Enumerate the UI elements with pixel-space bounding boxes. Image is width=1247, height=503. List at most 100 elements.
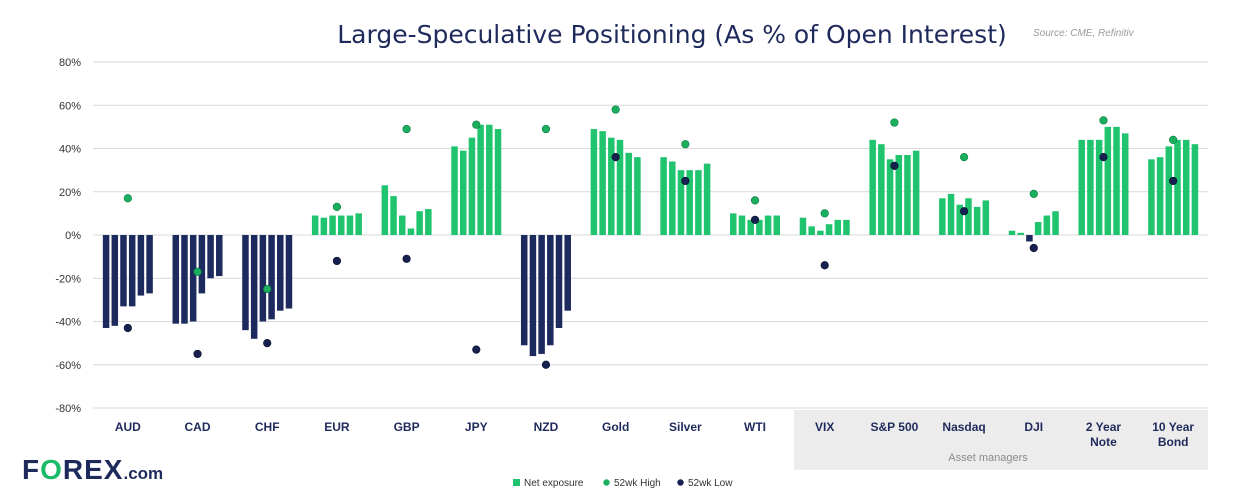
marker-52wk-low bbox=[1099, 153, 1108, 162]
bar-vix-4 bbox=[825, 224, 833, 235]
bar-chf-2 bbox=[250, 235, 258, 339]
marker-52wk-low bbox=[402, 254, 411, 263]
x-category-label: Gold bbox=[602, 420, 629, 434]
marker-52wk-low bbox=[541, 360, 551, 369]
bar-2-year-note-1 bbox=[1078, 139, 1085, 235]
y-tick-label: 60% bbox=[59, 100, 81, 112]
bar-10-year-bond-2 bbox=[1156, 157, 1164, 235]
bar-eur-6 bbox=[355, 213, 362, 236]
bar-gold-3 bbox=[608, 137, 615, 235]
bar-vix-3 bbox=[817, 230, 824, 235]
x-category-label: WTI bbox=[744, 420, 766, 434]
marker-52wk-high bbox=[1169, 135, 1178, 144]
bar-gbp-2 bbox=[390, 196, 397, 235]
bar-nzd-6 bbox=[564, 235, 571, 311]
legend-label: Net exposure bbox=[524, 478, 584, 489]
bar-gbp-6 bbox=[425, 209, 432, 235]
bar-wti-6 bbox=[773, 215, 781, 235]
x-category-label: 10 Year bbox=[1152, 420, 1194, 434]
bar-nzd-1 bbox=[520, 235, 528, 346]
x-category-label: CHF bbox=[255, 420, 280, 434]
bar-gbp-3 bbox=[398, 215, 406, 235]
bar-10-year-bond-5 bbox=[1182, 139, 1190, 235]
bar-10-year-bond-6 bbox=[1191, 144, 1199, 235]
chart-source: Source: CME, Refinitiv bbox=[1033, 28, 1135, 39]
bar-eur-1 bbox=[311, 215, 319, 235]
bar-aud-2 bbox=[111, 235, 119, 326]
bar-nasdaq-2 bbox=[947, 193, 955, 235]
marker-52wk-high bbox=[750, 196, 760, 205]
bar-nzd-3 bbox=[538, 235, 545, 354]
marker-52wk-low bbox=[332, 256, 342, 266]
bar-eur-2 bbox=[320, 217, 328, 235]
marker-52wk-high bbox=[959, 153, 969, 162]
asset-managers-background bbox=[794, 410, 1208, 470]
bar-gold-4 bbox=[616, 139, 624, 235]
bar-chf-1 bbox=[242, 235, 249, 331]
x-category-label: 2 Year bbox=[1086, 420, 1121, 434]
bar-vix-1 bbox=[799, 217, 807, 235]
bar-jpy-2 bbox=[459, 150, 467, 235]
x-category-label: DJI bbox=[1024, 420, 1043, 434]
y-tick-label: 40% bbox=[59, 144, 81, 156]
legend-label: 52wk Low bbox=[688, 478, 733, 489]
bar-dji-1 bbox=[1008, 230, 1016, 235]
bar-silver-5 bbox=[695, 170, 702, 236]
bar-aud-4 bbox=[128, 235, 136, 307]
bar-nasdaq-5 bbox=[973, 206, 981, 235]
bar-chf-5 bbox=[277, 235, 284, 311]
bar-jpy-5 bbox=[486, 124, 493, 235]
bar-wti-3 bbox=[747, 219, 754, 235]
bar-eur-5 bbox=[346, 215, 354, 235]
bar-gbp-5 bbox=[416, 211, 423, 235]
bar-cad-3 bbox=[189, 235, 197, 322]
markers bbox=[123, 105, 1178, 369]
bar-s-p-500-2 bbox=[878, 144, 885, 235]
bar-wti-5 bbox=[764, 215, 772, 235]
x-category-label: GBP bbox=[394, 420, 420, 434]
marker-52wk-high bbox=[1029, 189, 1038, 199]
x-category-label: CAD bbox=[185, 420, 211, 434]
x-category-label: EUR bbox=[324, 420, 350, 434]
marker-52wk-low bbox=[890, 161, 899, 170]
bar-aud-3 bbox=[120, 235, 127, 307]
bar-10-year-bond-4 bbox=[1174, 139, 1181, 235]
bar-jpy-4 bbox=[477, 124, 484, 235]
bar-wti-2 bbox=[738, 215, 746, 235]
x-category-label: Note bbox=[1090, 435, 1117, 449]
bar-nasdaq-1 bbox=[939, 198, 946, 235]
bar-vix-2 bbox=[808, 226, 815, 235]
bar-chf-4 bbox=[268, 235, 275, 320]
marker-52wk-high bbox=[890, 118, 899, 127]
marker-52wk-low bbox=[1029, 243, 1038, 253]
x-category-label: JPY bbox=[465, 420, 488, 434]
bar-nasdaq-4 bbox=[965, 198, 972, 235]
bar-cad-5 bbox=[207, 235, 214, 279]
bar-s-p-500-1 bbox=[869, 139, 876, 235]
bar-cad-2 bbox=[181, 235, 188, 324]
bar-nzd-5 bbox=[555, 235, 563, 328]
bar-s-p-500-4 bbox=[895, 154, 903, 235]
forex-logo: FOREX.com bbox=[22, 454, 164, 485]
bars bbox=[102, 124, 1199, 357]
bar-2-year-note-5 bbox=[1113, 126, 1120, 236]
legend-swatch-net-exposure bbox=[513, 479, 520, 486]
marker-52wk-low bbox=[472, 345, 481, 354]
gridlines bbox=[93, 61, 1208, 409]
marker-52wk-high bbox=[402, 124, 411, 134]
marker-52wk-high bbox=[681, 140, 690, 149]
marker-52wk-high bbox=[193, 267, 202, 276]
bar-silver-6 bbox=[703, 163, 711, 235]
y-tick-label: 80% bbox=[59, 57, 81, 69]
bar-nzd-4 bbox=[547, 235, 554, 346]
x-category-label: Silver bbox=[669, 420, 702, 434]
bar-jpy-6 bbox=[494, 129, 502, 235]
bar-eur-4 bbox=[338, 215, 345, 235]
bar-10-year-bond-1 bbox=[1148, 159, 1155, 235]
x-category-label: NZD bbox=[534, 420, 559, 434]
y-tick-label: 0% bbox=[65, 230, 81, 242]
bar-2-year-note-4 bbox=[1104, 126, 1112, 236]
bar-silver-4 bbox=[686, 170, 693, 236]
marker-52wk-high bbox=[332, 202, 342, 211]
bar-chf-6 bbox=[285, 235, 293, 309]
